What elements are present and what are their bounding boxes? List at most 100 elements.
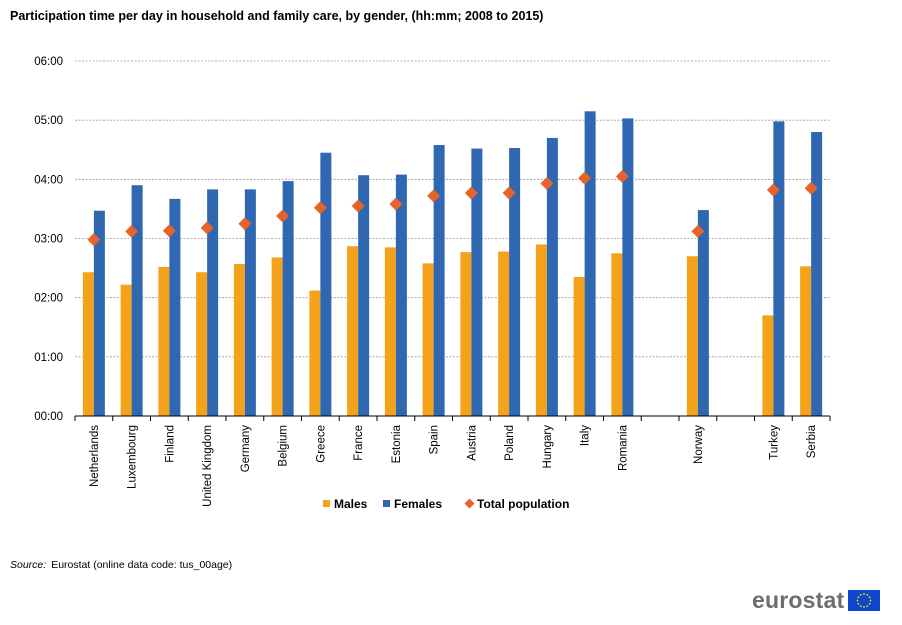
bar-males — [158, 266, 170, 416]
bar-females — [622, 118, 634, 417]
eu-flag-icon — [848, 589, 881, 611]
x-tick-label: Luxembourg — [127, 425, 139, 489]
marker-total-population — [313, 201, 327, 215]
bar-males — [460, 252, 472, 416]
bar-males — [271, 257, 283, 416]
legend-label: Females — [394, 497, 442, 511]
bar-females — [811, 132, 823, 416]
bar-males — [535, 244, 547, 416]
source-note: Source: Eurostat (online data code: tus_0… — [10, 559, 232, 571]
bar-females — [584, 111, 596, 417]
x-tick-label: France — [353, 425, 365, 461]
bar-males — [686, 256, 698, 416]
bar-males — [196, 272, 208, 416]
eurostat-logo: eurostat — [752, 587, 881, 613]
flag-star — [860, 593, 862, 596]
bar-males — [611, 253, 623, 416]
marker-total-population — [200, 221, 214, 235]
bar-males — [120, 284, 132, 416]
flag-star — [869, 599, 872, 601]
bar-females — [244, 189, 256, 416]
x-axis — [74, 415, 831, 421]
flag-star — [863, 592, 866, 595]
marker-total-population — [125, 224, 139, 238]
flag-star — [857, 602, 860, 605]
x-tick-label: Belgium — [278, 425, 290, 467]
marker-total-population — [502, 186, 516, 200]
bar-females — [773, 121, 785, 416]
x-tick-label: Greece — [315, 425, 327, 463]
category-labels: Netherlands Luxembourg Finland United Kingd… — [89, 424, 818, 506]
source-text: Eurostat (online data code: tus_00age) — [51, 559, 233, 571]
bar-females — [697, 210, 709, 416]
x-tick-label: Italy — [580, 425, 592, 446]
marker-total-population — [87, 233, 101, 247]
marker-total-population — [804, 181, 818, 195]
bar-males — [384, 247, 396, 416]
x-tick-label: Turkey — [768, 425, 780, 460]
bar-males — [309, 290, 321, 416]
y-tick-label: 04:00 — [34, 174, 63, 186]
x-tick-label: Finland — [164, 425, 176, 463]
bar-females — [395, 174, 407, 416]
bar-females — [358, 175, 370, 416]
flag-star — [857, 595, 860, 598]
bar-females — [93, 210, 105, 416]
y-tick-label: 00:00 — [34, 411, 63, 423]
marker-total-population — [691, 224, 705, 238]
legend-swatch — [383, 500, 390, 507]
x-tick-label: Spain — [429, 425, 441, 454]
marker-total-population — [276, 209, 290, 223]
bar-males — [422, 263, 434, 416]
x-tick-label: Austria — [466, 424, 478, 460]
x-tick-label: Poland — [504, 425, 516, 461]
y-tick-label: 05:00 — [34, 115, 63, 127]
marker-total-population — [238, 217, 252, 231]
bar-females — [282, 181, 294, 416]
flag-star — [863, 605, 866, 608]
bar-females — [320, 152, 332, 417]
legend-swatch — [464, 498, 475, 509]
marker-total-population — [351, 199, 365, 213]
marker-total-population — [162, 224, 176, 238]
flag-star — [869, 602, 871, 605]
source-label: Source: — [10, 559, 47, 571]
flag-star — [866, 604, 869, 607]
flag-star — [856, 599, 859, 601]
y-tick-label: 06:00 — [34, 56, 63, 68]
bar-males — [800, 266, 812, 416]
bar-females — [131, 185, 143, 416]
x-tick-label: Romania — [617, 424, 629, 471]
bar-males — [82, 272, 94, 416]
bar-males — [233, 263, 245, 416]
bar-females — [509, 147, 521, 416]
x-tick-label: Estonia — [391, 424, 403, 463]
bar-males — [347, 246, 359, 416]
marker-total-population — [427, 189, 441, 203]
bar-females — [433, 145, 445, 416]
legend-swatch — [323, 500, 330, 507]
flag-star — [866, 593, 869, 596]
flag-field — [848, 589, 881, 611]
x-tick-label: Germany — [240, 425, 252, 473]
bar-females — [471, 148, 483, 417]
y-axis-ticks: 00:00 01:00 02:00 03:00 04:00 05:00 06:00 — [34, 56, 63, 423]
x-tick-label: Hungary — [542, 425, 554, 469]
x-tick-label: Norway — [693, 425, 705, 464]
bar-females — [546, 137, 558, 416]
bars — [82, 111, 823, 417]
marker-total-population — [766, 183, 780, 197]
y-tick-label: 01:00 — [34, 352, 63, 364]
bar-males — [498, 251, 510, 416]
marker-total-population — [578, 171, 592, 185]
gridlines — [75, 60, 830, 358]
total-population-markers — [87, 169, 818, 247]
flag-star — [869, 595, 871, 598]
marker-total-population — [615, 169, 629, 183]
x-tick-label: United Kingdom — [202, 425, 214, 507]
marker-total-population — [540, 176, 554, 190]
bar-males — [762, 315, 774, 416]
bar-males — [573, 276, 585, 416]
y-tick-label: 03:00 — [34, 234, 63, 246]
